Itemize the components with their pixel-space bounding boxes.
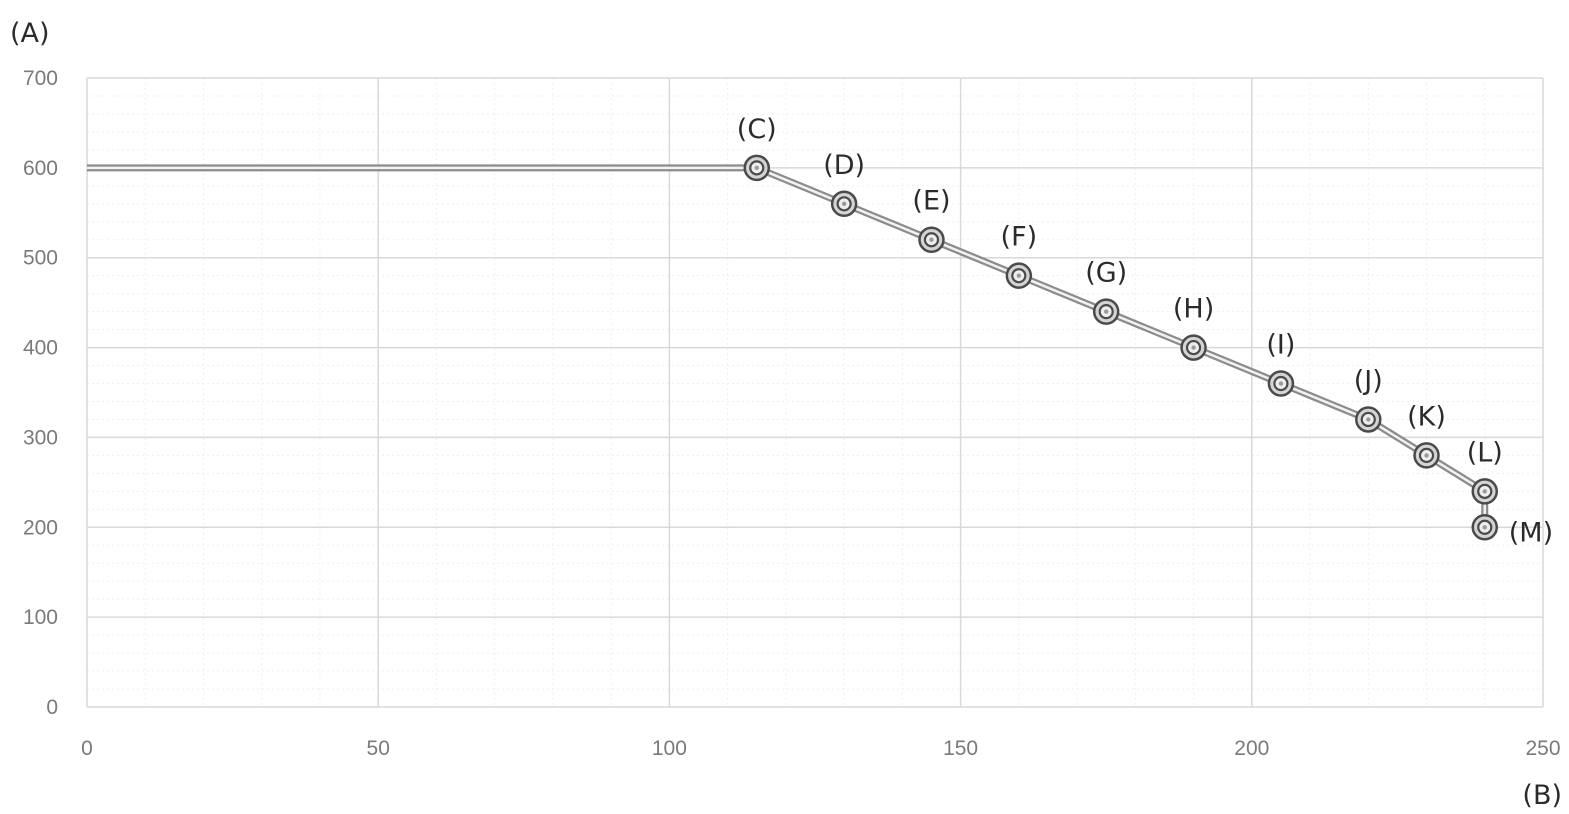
- y-tick-label: 500: [23, 247, 58, 270]
- x-tick-label: 100: [652, 737, 687, 760]
- point-label: (H): [1173, 294, 1214, 325]
- data-point-marker: [1471, 514, 1499, 541]
- data-point-marker: [830, 190, 858, 218]
- x-tick-label: 200: [1234, 737, 1269, 760]
- y-axis-ticks: 0 100 200 300 400 500 600 700: [23, 67, 58, 719]
- y-axis-title: (A): [10, 18, 50, 49]
- x-tick-label: 50: [367, 737, 390, 760]
- point-label: (L): [1467, 437, 1503, 468]
- minor-gridlines: [86, 77, 1544, 708]
- point-label: (D): [823, 150, 865, 181]
- x-tick-label: 150: [943, 737, 978, 760]
- point-label: (K): [1407, 401, 1446, 432]
- y-tick-label: 200: [23, 516, 58, 539]
- point-label: (J): [1354, 365, 1383, 396]
- point-labels: (C) (D) (E) (F) (G) (H) (I) (J) (K) (L) (M): [737, 114, 1553, 548]
- point-label: (E): [912, 186, 950, 217]
- data-point-marker: [743, 154, 771, 182]
- y-tick-label: 0: [46, 696, 58, 719]
- y-tick-label: 400: [23, 337, 58, 360]
- y-tick-label: 300: [23, 426, 58, 449]
- point-label: (G): [1085, 258, 1127, 289]
- point-label: (C): [737, 114, 777, 145]
- data-point-marker: [1355, 406, 1382, 433]
- x-axis-title: (B): [1522, 780, 1562, 811]
- y-tick-label: 100: [23, 606, 58, 629]
- data-point-marker: [1180, 334, 1207, 361]
- data-point-marker: [1005, 262, 1033, 289]
- x-tick-label: 250: [1525, 737, 1560, 760]
- point-label: (M): [1509, 517, 1553, 548]
- data-point-marker: [1092, 298, 1120, 325]
- y-tick-label: 700: [23, 67, 58, 90]
- x-axis-ticks: 0 50 100 150 200 250: [81, 737, 1560, 760]
- major-gridlines: [86, 77, 1544, 708]
- x-tick-label: 0: [81, 737, 93, 760]
- point-label: (I): [1266, 330, 1295, 361]
- data-point-marker: [1267, 370, 1295, 397]
- point-label: (F): [1001, 222, 1038, 253]
- data-point-marker: [918, 226, 945, 253]
- marker-layer: [743, 154, 1499, 541]
- data-point-marker: [1413, 442, 1440, 469]
- y-tick-label: 600: [23, 157, 58, 180]
- data-point-marker: [1471, 478, 1499, 505]
